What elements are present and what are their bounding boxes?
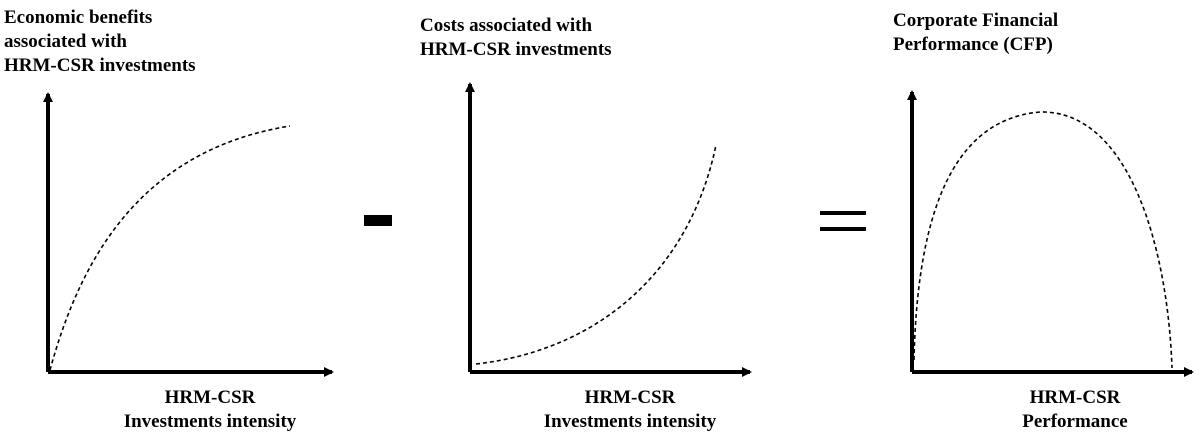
- panel-1-y-label-line-2: associated with: [4, 31, 127, 52]
- minus-operator: [364, 215, 392, 226]
- panel-1-x-label-line-2: Investments intensity: [123, 411, 297, 432]
- panel-3-x-label: HRM-CSR Performance: [955, 386, 1195, 434]
- panel-3-curve: [913, 111, 1173, 369]
- panel-2-y-label-line-1: Costs associated with: [420, 15, 593, 36]
- panel-3-y-label-line-2: Performance (CFP): [893, 34, 1053, 55]
- panel-3-y-label: Corporate Financial Performance (CFP): [893, 9, 1058, 57]
- panel-2-y-label: Costs associated with HRM-CSR investment…: [420, 14, 612, 62]
- panel-3-y-label-line-1: Corporate Financial: [893, 10, 1059, 31]
- panel-1-curve: [49, 125, 291, 371]
- panel-2-x-label-line-2: Investments intensity: [543, 411, 717, 432]
- panel-2-x-label: HRM-CSR Investments intensity: [510, 386, 750, 434]
- panel-2-curve: [475, 144, 717, 365]
- equals-operator-top-bar: [820, 211, 866, 215]
- panel-2-y-label-line-2: HRM-CSR investments: [420, 39, 612, 60]
- panel-1-y-label-line-1: Economic benefits: [4, 7, 153, 28]
- panel-3-x-label-line-1: HRM-CSR: [1029, 387, 1121, 408]
- panel-2-x-label-line-1: HRM-CSR: [584, 387, 676, 408]
- panel-1-x-label-line-1: HRM-CSR: [164, 387, 256, 408]
- panel-1-y-label-line-3: HRM-CSR investments: [4, 55, 196, 76]
- panel-3-x-label-line-2: Performance: [1022, 411, 1128, 432]
- equals-operator-bottom-bar: [820, 227, 866, 231]
- panel-1-y-label: Economic benefits associated with HRM-CS…: [4, 6, 196, 78]
- panel-1-x-label: HRM-CSR Investments intensity: [90, 386, 330, 434]
